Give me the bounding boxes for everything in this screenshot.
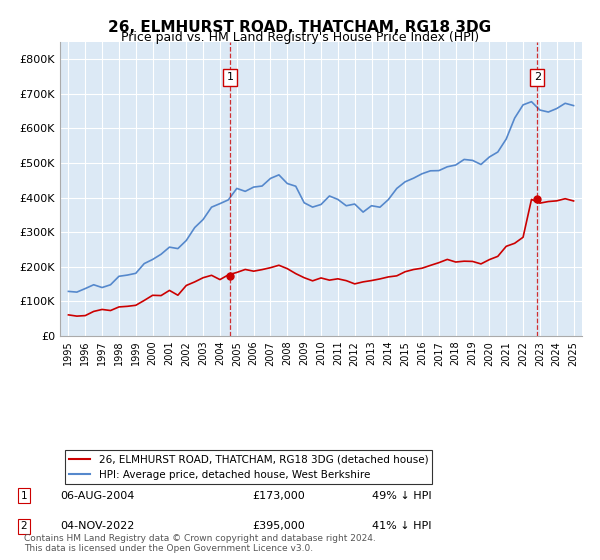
Text: 2: 2	[533, 72, 541, 82]
Text: Contains HM Land Registry data © Crown copyright and database right 2024.
This d: Contains HM Land Registry data © Crown c…	[24, 534, 376, 553]
Text: Price paid vs. HM Land Registry's House Price Index (HPI): Price paid vs. HM Land Registry's House …	[121, 31, 479, 44]
Text: 04-NOV-2022: 04-NOV-2022	[60, 521, 134, 531]
Text: £173,000: £173,000	[252, 491, 305, 501]
Text: 41% ↓ HPI: 41% ↓ HPI	[372, 521, 431, 531]
Text: 06-AUG-2004: 06-AUG-2004	[60, 491, 134, 501]
Text: 1: 1	[20, 491, 28, 501]
Text: 1: 1	[227, 72, 233, 82]
Text: 2: 2	[20, 521, 28, 531]
Text: 49% ↓ HPI: 49% ↓ HPI	[372, 491, 431, 501]
Text: 26, ELMHURST ROAD, THATCHAM, RG18 3DG: 26, ELMHURST ROAD, THATCHAM, RG18 3DG	[109, 20, 491, 35]
Legend: 26, ELMHURST ROAD, THATCHAM, RG18 3DG (detached house), HPI: Average price, deta: 26, ELMHURST ROAD, THATCHAM, RG18 3DG (d…	[65, 450, 433, 484]
Text: £395,000: £395,000	[252, 521, 305, 531]
